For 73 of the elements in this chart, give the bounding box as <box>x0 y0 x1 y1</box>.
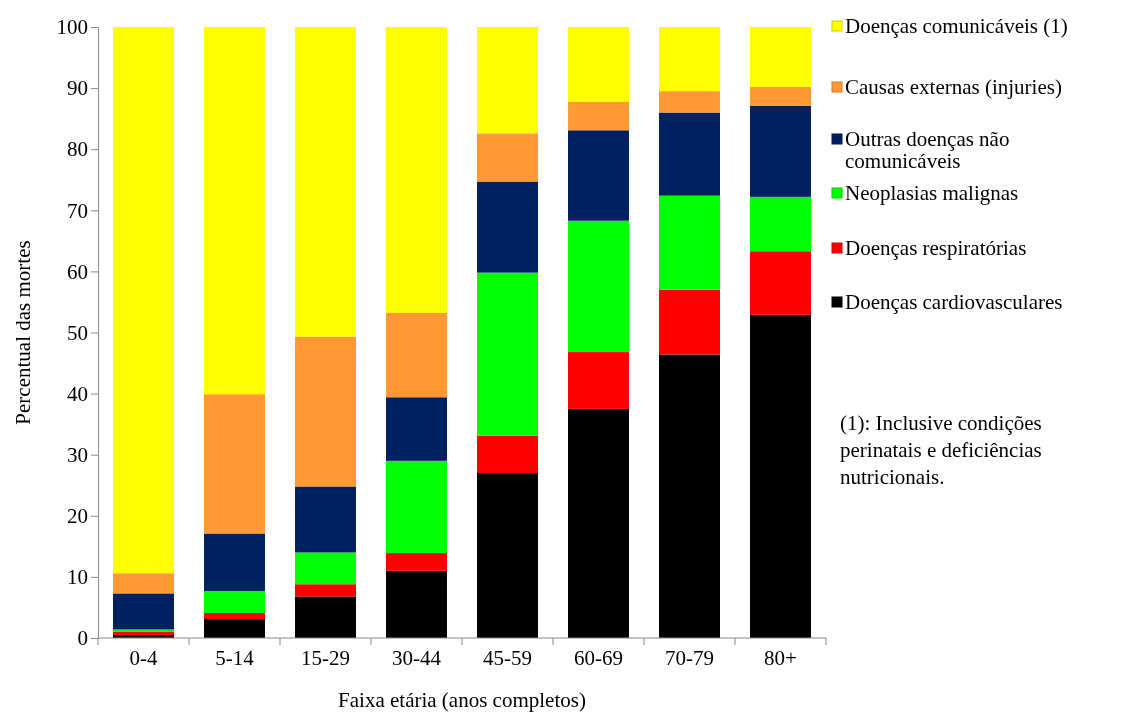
bar <box>295 336 356 487</box>
y-tick-label: 40 <box>67 381 88 406</box>
legend-label: Doenças respiratórias <box>845 236 1027 260</box>
bar <box>750 251 811 315</box>
x-tick-label: 60-69 <box>574 645 623 670</box>
y-tick-label: 70 <box>67 198 88 223</box>
bar <box>750 86 811 106</box>
bar <box>659 27 720 92</box>
bar <box>750 27 811 87</box>
bar <box>295 596 356 638</box>
bar <box>568 130 629 221</box>
bar <box>204 612 265 620</box>
x-axis-title: Faixa etária (anos completos) <box>338 688 586 712</box>
bar <box>113 27 174 574</box>
y-tick-label: 30 <box>67 442 88 467</box>
bar <box>477 133 538 182</box>
bar <box>204 27 265 395</box>
bar <box>386 312 447 398</box>
y-tick-label: 60 <box>67 259 88 284</box>
bar <box>204 394 265 534</box>
y-axis-title: Percentual das mortes <box>11 240 35 425</box>
y-tick-label: 80 <box>67 137 88 162</box>
bar <box>477 272 538 436</box>
bar <box>750 105 811 197</box>
y-tick-label: 90 <box>67 76 88 101</box>
bar <box>295 27 356 337</box>
y-tick-label: 100 <box>56 15 88 40</box>
legend-label: Outras doenças não comunicáveis <box>845 127 1010 173</box>
bar <box>204 590 265 613</box>
bar <box>386 460 447 554</box>
bar <box>750 314 811 638</box>
bar <box>204 533 265 591</box>
legend-label: Neoplasias malignas <box>845 181 1019 205</box>
bar <box>386 570 447 638</box>
bar <box>659 289 720 355</box>
x-tick-label: 45-59 <box>483 645 532 670</box>
bar <box>659 91 720 113</box>
bar <box>659 354 720 638</box>
y-tick-label: 10 <box>67 565 88 590</box>
x-tick-label: 0-4 <box>129 645 158 670</box>
x-tick-label: 15-29 <box>301 645 350 670</box>
bar <box>568 101 629 131</box>
bar <box>386 553 447 571</box>
bar <box>477 27 538 134</box>
legend-label: Doenças cardiovasculares <box>845 290 1063 314</box>
x-tick-label: 5-14 <box>215 645 255 670</box>
bar <box>477 181 538 273</box>
x-tick-label: 70-79 <box>665 645 714 670</box>
bar <box>295 584 356 597</box>
bar <box>659 195 720 290</box>
y-tick-label: 20 <box>67 504 88 529</box>
legend-label: Doenças comunicáveis (1) <box>845 14 1068 38</box>
bar <box>568 352 629 409</box>
bar <box>295 552 356 585</box>
text: (1): Inclusive condições perinatais e deficiências nutricionais. <box>840 411 1042 489</box>
bar <box>477 435 538 474</box>
bar <box>568 220 629 353</box>
bar <box>386 397 447 461</box>
bar <box>477 473 538 638</box>
bar <box>113 593 174 630</box>
bar <box>295 486 356 553</box>
x-tick-label: 30-44 <box>392 645 442 670</box>
y-tick-label: 0 <box>77 626 88 651</box>
x-tick-label: 80+ <box>764 645 797 670</box>
legend-label: Causas externas (injuries) <box>845 75 1062 99</box>
bar <box>113 573 174 594</box>
bar <box>568 27 629 102</box>
y-tick-label: 50 <box>67 320 88 345</box>
bar <box>386 27 447 313</box>
bar <box>568 408 629 638</box>
bar <box>204 619 265 638</box>
bar <box>750 196 811 252</box>
bar <box>659 112 720 196</box>
